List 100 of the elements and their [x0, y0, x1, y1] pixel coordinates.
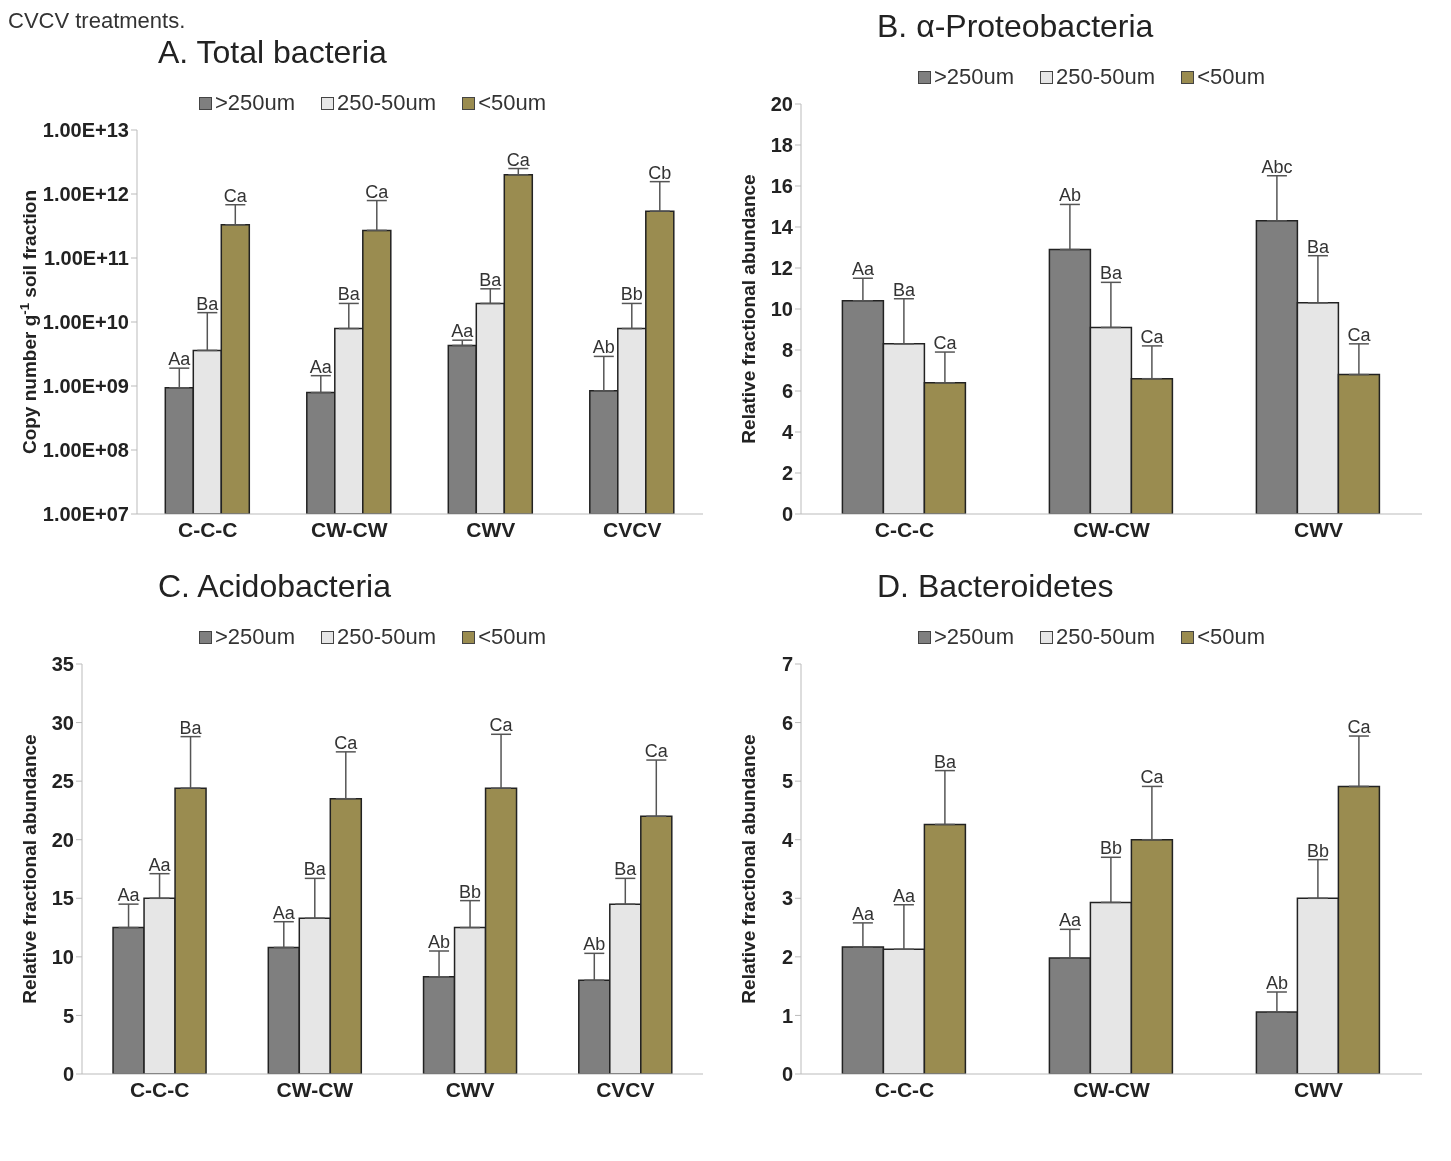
legend-label: >250um [933, 64, 1015, 90]
y-tick-label: 18 [770, 134, 793, 157]
legend-label: <50um [1197, 64, 1266, 90]
data-label: Aa [309, 356, 333, 377]
data-label: Aa [892, 885, 916, 906]
chart-title: C. Acidobacteria [157, 568, 392, 606]
legend-label: 250-50um [1056, 64, 1156, 90]
y-tick-label: 1.00E+08 [42, 439, 129, 462]
data-label: Ba [933, 751, 957, 772]
data-label: Cb [648, 162, 672, 183]
data-label: Ca [489, 715, 514, 736]
y-tick-label: 8 [781, 339, 793, 362]
y-tick-label: 14 [770, 216, 794, 239]
x-tick-label: CWV [445, 1077, 495, 1101]
y-tick-label: 1.00E+07 [42, 503, 129, 526]
y-tick-label: 2 [781, 462, 793, 485]
y-tick-label: 6 [781, 380, 793, 403]
y-tick-label: 1.00E+12 [42, 183, 129, 206]
y-tick-label: 4 [781, 828, 794, 851]
data-label: Bb [459, 881, 482, 902]
y-tick-label: 7 [781, 653, 793, 676]
x-tick-label: CW-CW [1073, 1077, 1150, 1101]
y-tick-label: 1.00E+10 [42, 311, 129, 334]
data-label: Ab [1265, 973, 1288, 993]
data-label: Ba [479, 269, 503, 290]
text: CVCV treatments. [8, 8, 187, 34]
y-tick-label: 25 [51, 770, 74, 793]
y-tick-label: 15 [51, 887, 74, 910]
legend-label: >250um [214, 90, 296, 116]
data-label: Ba [614, 859, 638, 880]
y-axis-title: Relative fractional abundance [738, 174, 759, 444]
y-tick-label: 0 [781, 503, 793, 526]
x-tick-label: C-C-C [129, 1077, 190, 1101]
y-tick-label: 20 [51, 828, 74, 851]
data-label: Ca [1347, 717, 1372, 738]
y-tick-label: 1.00E+11 [43, 247, 129, 270]
data-label: Bb [620, 284, 643, 305]
data-label: Ca [933, 333, 958, 354]
data-label: Aa [168, 349, 192, 370]
data-label: Aa [272, 902, 296, 923]
data-label: Ab [592, 337, 615, 358]
x-tick-label: CVCV [596, 1077, 655, 1101]
y-axis-title: Relative fractional abundance [738, 734, 759, 1004]
y-tick-label: 1 [781, 1004, 793, 1027]
chart-title: A. Total bacteria [157, 34, 388, 72]
data-label: Ca [223, 185, 248, 206]
x-tick-label: CWV [1294, 517, 1343, 541]
data-label: Ca [1140, 326, 1165, 347]
x-tick-label: CWV [1294, 1077, 1343, 1101]
data-label: Aa [851, 259, 875, 280]
y-tick-label: 12 [770, 257, 793, 280]
y-tick-label: 5 [781, 770, 793, 793]
y-tick-label: 10 [770, 298, 793, 321]
x-tick-label: C-C-C [874, 517, 935, 541]
y-tick-label: 0 [62, 1063, 74, 1086]
legend-label: <50um [478, 624, 547, 650]
y-axis-title: Relative fractional abundance [19, 734, 40, 1004]
data-label: Ba [179, 717, 203, 738]
data-label: Ca [1347, 324, 1372, 345]
x-tick-label: CW-CW [1073, 517, 1150, 541]
data-label: Bb [1306, 840, 1329, 861]
x-tick-label: C-C-C [178, 517, 238, 541]
data-label: Ba [892, 279, 916, 300]
y-tick-label: 30 [51, 711, 74, 734]
y-tick-label: 3 [781, 887, 793, 910]
data-label: Ca [1140, 767, 1165, 788]
y-tick-label: 1.00E+09 [42, 375, 129, 398]
y-tick-label: 0 [781, 1063, 793, 1086]
data-label: Ab [1058, 185, 1081, 206]
y-tick-label: 35 [51, 653, 74, 676]
data-label: Aa [851, 903, 875, 924]
y-tick-label: 20 [770, 93, 793, 116]
data-label: Ba [1099, 263, 1123, 284]
chart-title: D. Bacteroidetes [876, 568, 1115, 606]
y-tick-label: 6 [781, 711, 793, 734]
x-tick-label: CWV [466, 517, 516, 541]
data-label: Ca [644, 741, 669, 762]
data-label: Aa [148, 854, 172, 875]
data-label: Abc [1261, 156, 1293, 177]
data-label: Ba [1306, 236, 1330, 257]
x-tick-label: CVCV [603, 517, 662, 541]
y-tick-label: 1.00E+13 [42, 119, 129, 142]
data-label: Ab [428, 932, 451, 952]
legend-label: 250-50um [337, 90, 437, 116]
data-label: Aa [451, 321, 475, 342]
x-tick-label: C-C-C [874, 1077, 935, 1101]
x-tick-label: CW-CW [276, 1077, 354, 1101]
y-tick-label: 5 [62, 1004, 74, 1027]
legend-label: 250-50um [337, 624, 437, 650]
legend-label: 250-50um [1056, 624, 1156, 650]
legend-label: >250um [933, 624, 1015, 650]
data-label: Ab [583, 934, 606, 955]
data-label: Aa [1058, 910, 1082, 931]
x-tick-label: CW-CW [310, 517, 388, 541]
data-label: Ba [303, 859, 327, 880]
data-label: Ba [196, 293, 220, 314]
legend-label: <50um [478, 90, 547, 116]
data-label: Ca [334, 732, 359, 753]
y-tick-label: 10 [51, 945, 74, 968]
y-tick-label: 16 [770, 175, 793, 198]
